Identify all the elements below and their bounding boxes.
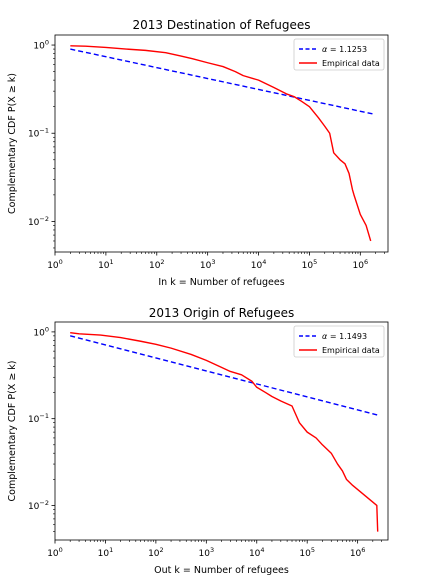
x-tick-base: 10 [200, 261, 212, 271]
y-tick-label: 10−2 [28, 215, 49, 228]
x-axis-label: Out k = Number of refugees [154, 565, 289, 576]
x-tick-label: 100 [47, 546, 63, 559]
legend-text-value: Empirical data [322, 59, 380, 68]
x-tick-label: 105 [302, 258, 318, 271]
y-tick-exponent: −1 [39, 127, 49, 135]
y-tick-label: 10−1 [28, 127, 49, 140]
x-tick-base: 10 [98, 261, 110, 271]
legend-symbol: α [322, 45, 328, 54]
x-axis-label: In k = Number of refugees [158, 277, 284, 288]
legend-symbol: α [322, 332, 328, 341]
x-tick-label: 104 [251, 258, 267, 271]
series-line-powerlaw-fit [70, 48, 374, 115]
x-tick-label: 103 [199, 546, 215, 559]
x-tick-label: 101 [98, 258, 114, 271]
y-tick-exponent: −1 [39, 412, 49, 420]
y-tick-exponent: −2 [39, 215, 49, 223]
plot-frame [54, 34, 389, 253]
x-tick-base: 10 [47, 261, 59, 271]
x-tick-exponent: 4 [260, 546, 264, 554]
y-tick-label: 10−1 [28, 412, 49, 425]
legend-entry-label: Empirical data [322, 59, 380, 68]
x-tick-base: 10 [350, 549, 362, 559]
legend-text-value: = 1.1253 [327, 45, 367, 54]
y-tick-label: 100 [33, 39, 49, 52]
x-tick-exponent: 0 [59, 258, 63, 266]
chart-title: 2013 Destination of Refugees [132, 18, 310, 32]
legend-box [293, 38, 385, 71]
legend: α = 1.1493 Empirical data [293, 325, 385, 358]
x-tick-label: 101 [98, 546, 114, 559]
x-tick-exponent: 3 [210, 546, 214, 554]
legend-box [293, 325, 385, 358]
y-tick-exponent: 0 [45, 39, 49, 47]
series-line-empirical-data [70, 45, 372, 242]
series-line-empirical-data [70, 331, 379, 532]
y-tick-base: 10 [28, 415, 40, 425]
legend-entry-label: α = 1.1253 [322, 45, 367, 54]
x-tick-base: 10 [299, 549, 311, 559]
y-tick-base: 10 [28, 130, 40, 140]
x-tick-exponent: 5 [313, 258, 317, 266]
legend: α = 1.1253 Empirical data [293, 38, 385, 71]
x-tick-base: 10 [98, 549, 110, 559]
x-tick-label: 104 [249, 546, 265, 559]
x-tick-base: 10 [47, 549, 59, 559]
x-tick-label: 102 [148, 546, 164, 559]
plot-frame [54, 321, 389, 541]
x-tick-exponent: 5 [311, 546, 315, 554]
y-tick-base: 10 [28, 218, 40, 228]
y-tick-label: 10−2 [28, 499, 49, 512]
x-tick-base: 10 [353, 261, 365, 271]
x-tick-label: 105 [299, 546, 315, 559]
x-tick-exponent: 2 [160, 546, 164, 554]
x-tick-label: 106 [353, 258, 369, 271]
x-tick-label: 100 [47, 258, 63, 271]
x-tick-base: 10 [148, 549, 160, 559]
x-tick-label: 102 [149, 258, 165, 271]
y-tick-base: 10 [33, 328, 45, 338]
y-tick-exponent: 0 [45, 325, 49, 333]
y-tick-label: 100 [33, 325, 49, 338]
x-tick-exponent: 1 [109, 546, 113, 554]
y-tick-exponent: −2 [39, 499, 49, 507]
x-tick-exponent: 6 [361, 546, 365, 554]
chart-title: 2013 Origin of Refugees [149, 306, 294, 320]
x-tick-exponent: 6 [364, 258, 368, 266]
x-tick-exponent: 1 [110, 258, 114, 266]
y-tick-base: 10 [28, 502, 40, 512]
y-axis-label: Complementary CDF P(X ≥ k) [7, 73, 18, 214]
x-tick-exponent: 2 [160, 258, 164, 266]
x-tick-base: 10 [251, 261, 263, 271]
x-tick-base: 10 [199, 549, 211, 559]
series-line-powerlaw-fit [70, 335, 378, 416]
x-tick-base: 10 [249, 549, 261, 559]
legend-entry-label: α = 1.1493 [322, 332, 367, 341]
x-tick-exponent: 4 [262, 258, 266, 266]
x-tick-label: 106 [350, 546, 366, 559]
legend-text-value: Empirical data [322, 346, 380, 355]
y-tick-base: 10 [33, 42, 45, 52]
x-tick-base: 10 [149, 261, 161, 271]
x-tick-exponent: 3 [211, 258, 215, 266]
x-tick-label: 103 [200, 258, 216, 271]
x-tick-exponent: 0 [59, 546, 63, 554]
y-axis-label: Complementary CDF P(X ≥ k) [7, 360, 18, 501]
legend-entry-label: Empirical data [322, 346, 380, 355]
x-tick-base: 10 [302, 261, 314, 271]
legend-text-value: = 1.1493 [327, 332, 367, 341]
